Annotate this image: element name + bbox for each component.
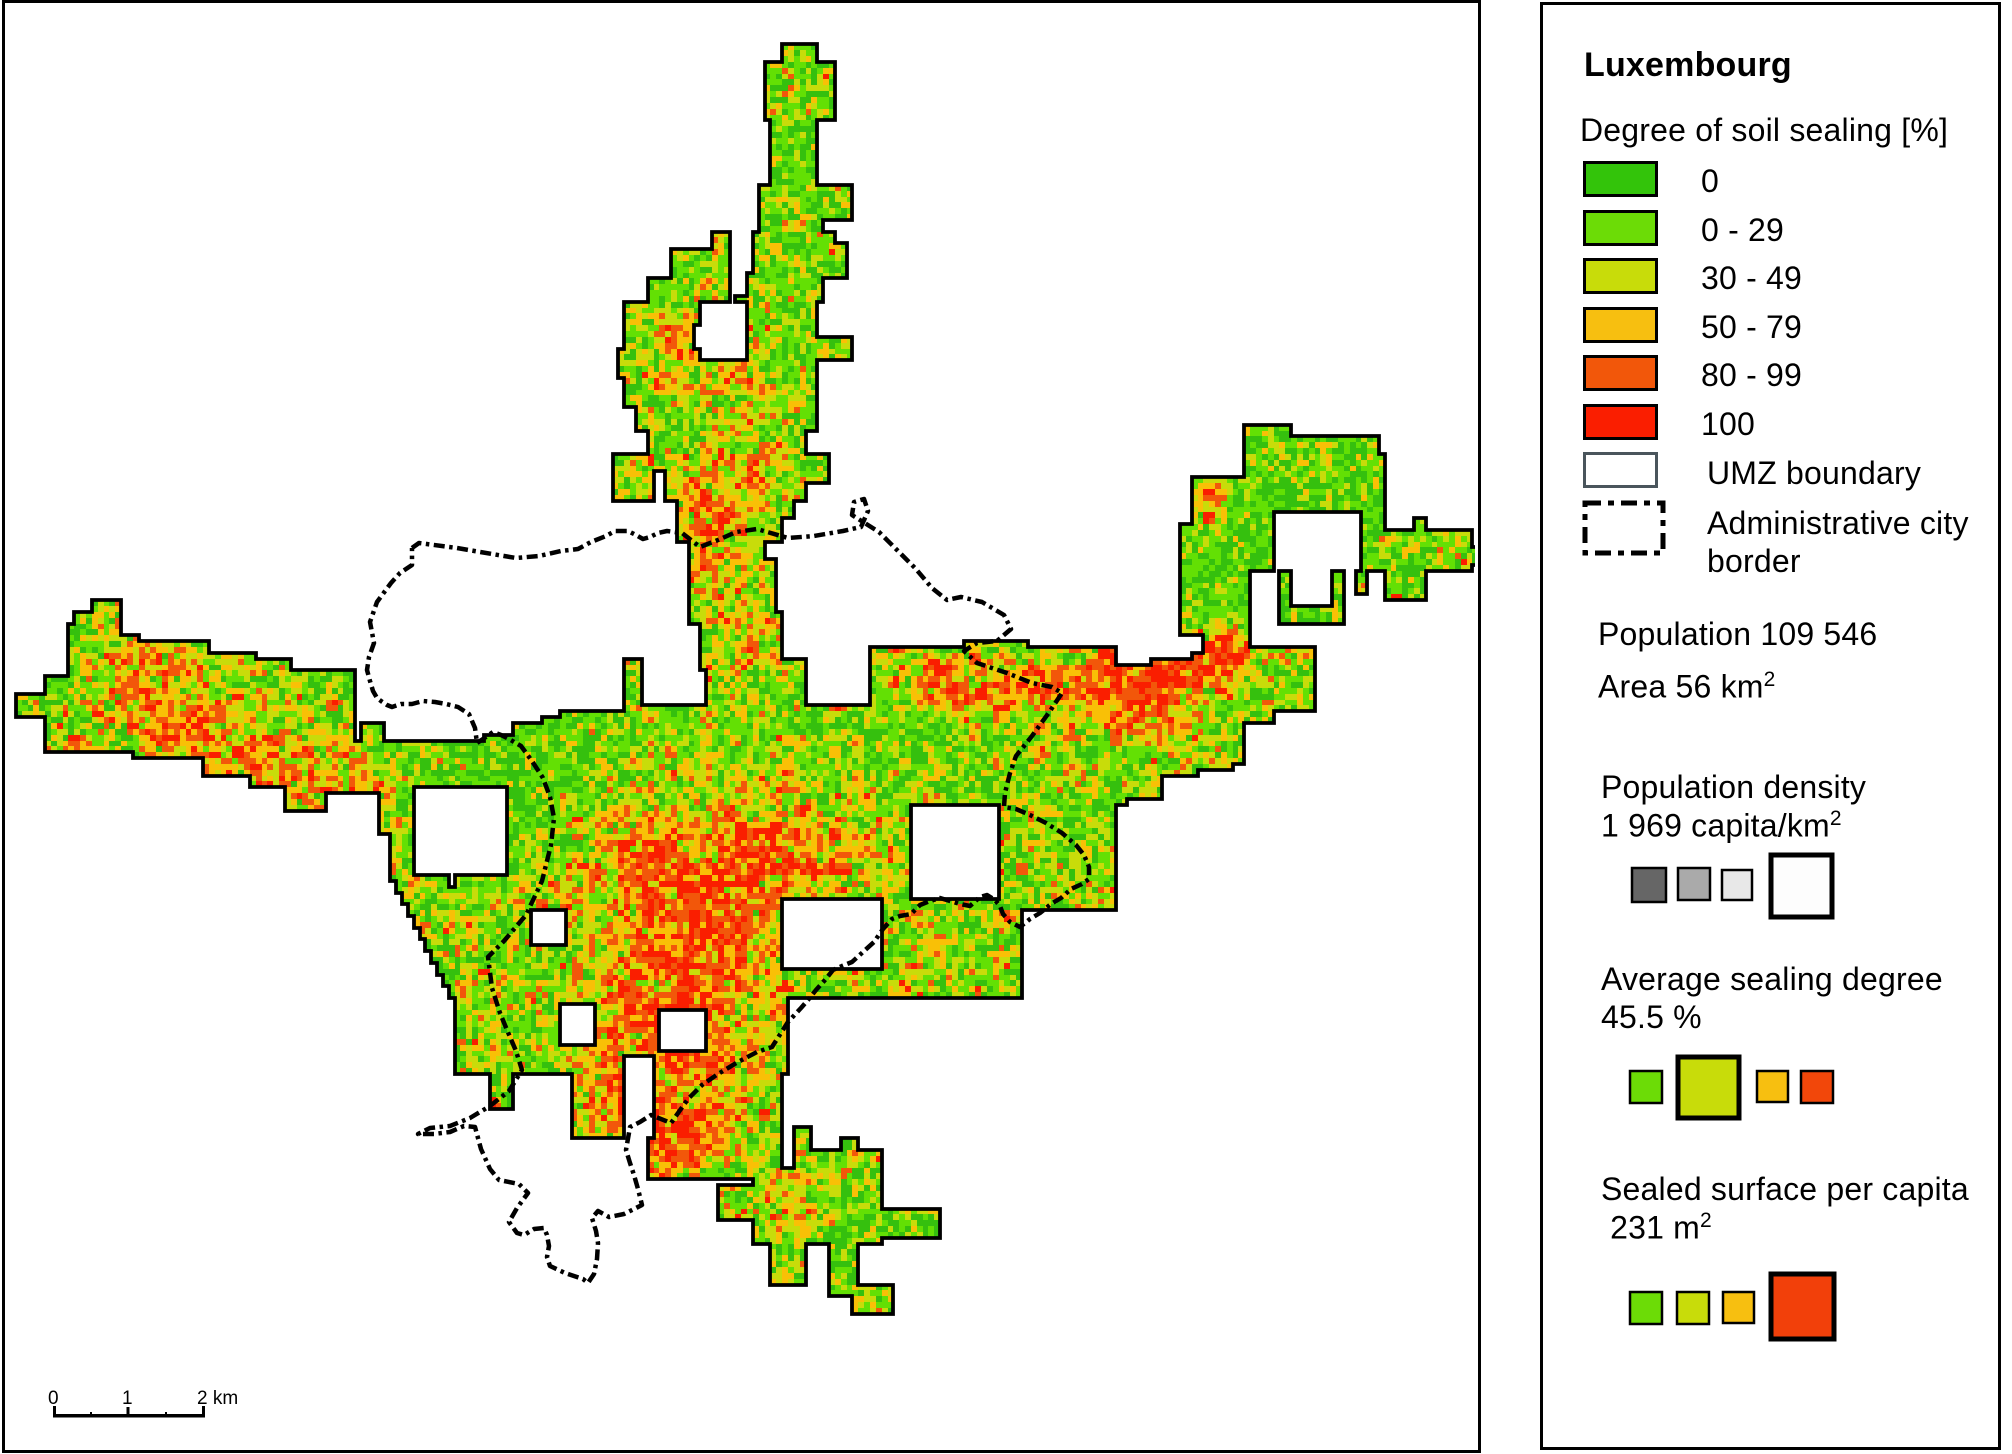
- svg-text:1: 1: [122, 1388, 133, 1409]
- svg-text:2 km: 2 km: [197, 1388, 238, 1409]
- svg-text:0: 0: [48, 1388, 59, 1409]
